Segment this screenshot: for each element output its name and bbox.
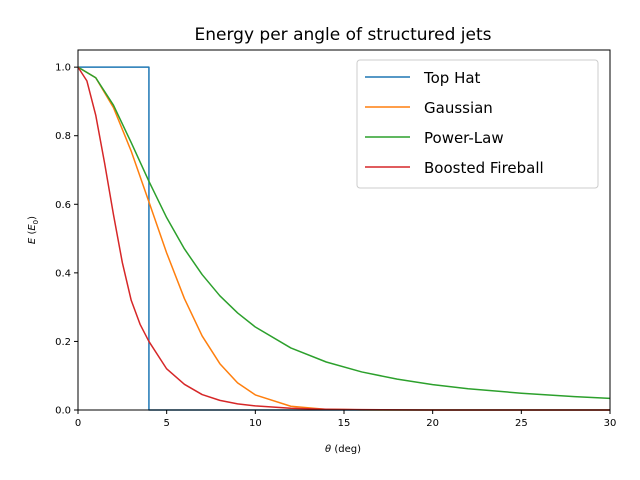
y-tick-label: 0.2 — [55, 337, 71, 348]
x-tick-label: 15 — [338, 418, 351, 429]
y-tick-label: 0.4 — [55, 268, 71, 279]
chart-legend: Top Hat Gaussian Power-Law Boosted Fireball — [356, 59, 599, 189]
legend-label: Boosted Fireball — [424, 159, 544, 177]
y-axis-label: E (E0) — [27, 216, 40, 244]
x-tick-label: 20 — [426, 418, 439, 429]
x-tick-label: 30 — [604, 418, 617, 429]
y-tick-label: 1.0 — [55, 63, 71, 74]
y-tick-label: 0.6 — [55, 200, 71, 211]
x-axis-label: θ (deg) — [325, 444, 361, 455]
y-axis: 0.0 0.2 0.4 0.6 0.8 1.0 — [55, 63, 78, 417]
series-line-2 — [77, 66, 611, 400]
y-tick-label: 0.0 — [55, 406, 71, 417]
x-tick-label: 5 — [163, 418, 169, 429]
x-tick-label: 0 — [75, 418, 81, 429]
legend-frame — [356, 59, 599, 189]
legend-label: Gaussian — [424, 99, 493, 117]
y-tick-label: 0.8 — [55, 131, 71, 142]
legend-label: Power-Law — [424, 129, 504, 147]
x-axis: 0 5 10 15 20 25 30 — [75, 410, 617, 429]
x-tick-label: 10 — [249, 418, 262, 429]
x-tick-label: 25 — [515, 418, 528, 429]
legend-label: Top Hat — [423, 69, 481, 87]
chart-title: Energy per angle of structured jets — [195, 25, 492, 45]
